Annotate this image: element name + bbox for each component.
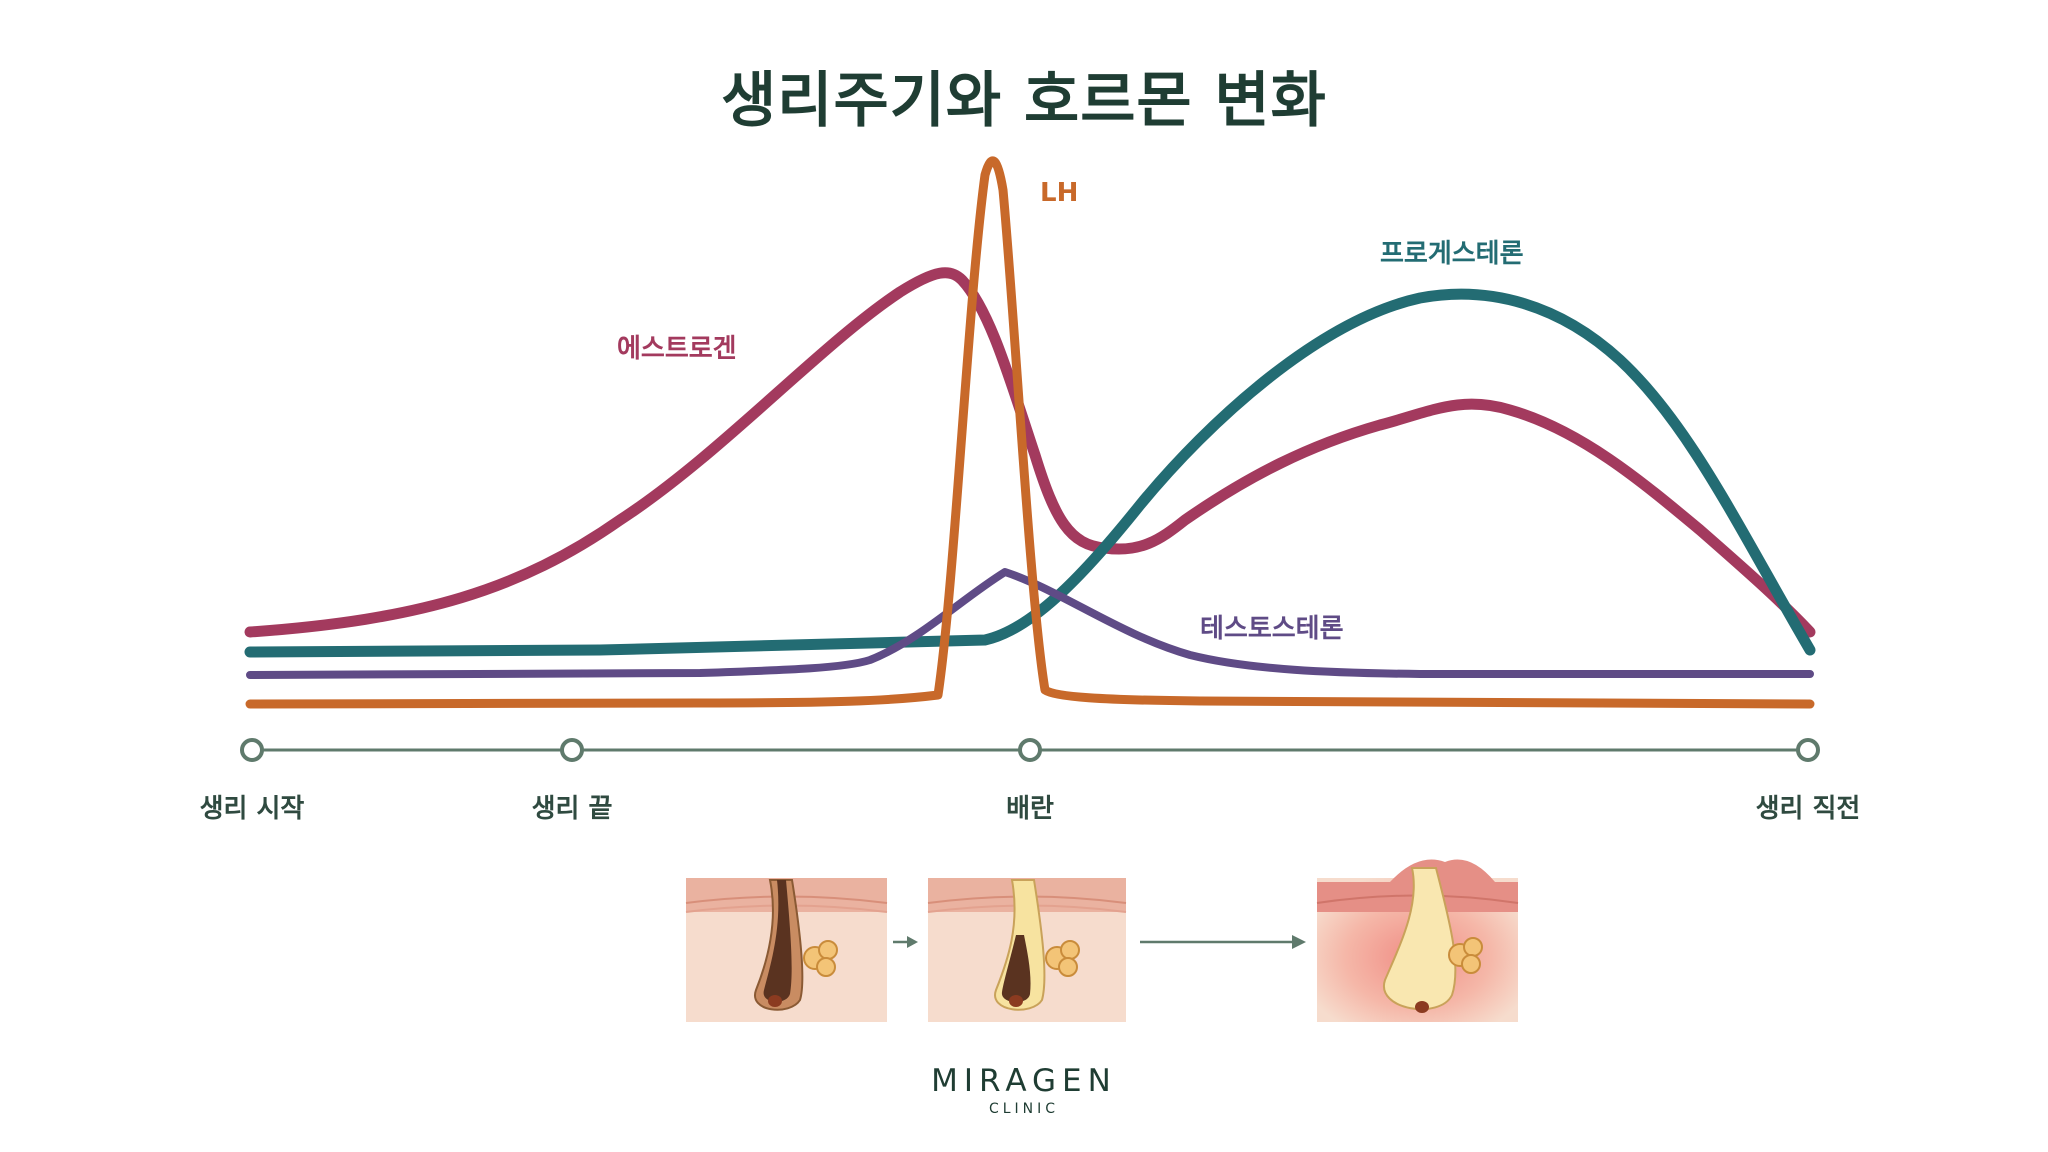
testosterone-curve	[246, 568, 1814, 679]
timeline-label-period-end: 생리 끝	[531, 794, 613, 824]
progesterone-curve	[244, 288, 1816, 658]
clogged-follicle-illustration	[927, 878, 1127, 1022]
page-title: 생리주기와 호르몬 변화	[721, 66, 1327, 136]
brand-logo: MIRAGEN	[931, 1063, 1117, 1099]
timeline-marker	[1018, 738, 1042, 762]
inflamed-follicle-illustration	[1316, 859, 1519, 1022]
lh-curve	[245, 156, 1815, 709]
timeline-marker	[240, 738, 264, 762]
testosterone-label: 테스토스테론	[1200, 614, 1344, 644]
timeline-label-ovulation: 배란	[1006, 794, 1054, 824]
brand-subtitle: CLINIC	[988, 1101, 1060, 1117]
lh-label: LH	[1040, 178, 1079, 208]
progesterone-label: 프로게스테론	[1380, 239, 1524, 269]
estrogen-label: 에스트로겐	[617, 334, 737, 364]
timeline-label-period-start: 생리 시작	[199, 794, 305, 824]
normal-follicle-illustration	[685, 878, 888, 1022]
arrow-head-icon	[907, 936, 918, 948]
timeline-marker	[560, 738, 584, 762]
arrow-head-icon	[1292, 935, 1306, 949]
timeline-marker	[1796, 738, 1820, 762]
estrogen-curve	[244, 267, 1816, 638]
timeline-label-before-period: 생리 직전	[1755, 794, 1861, 824]
